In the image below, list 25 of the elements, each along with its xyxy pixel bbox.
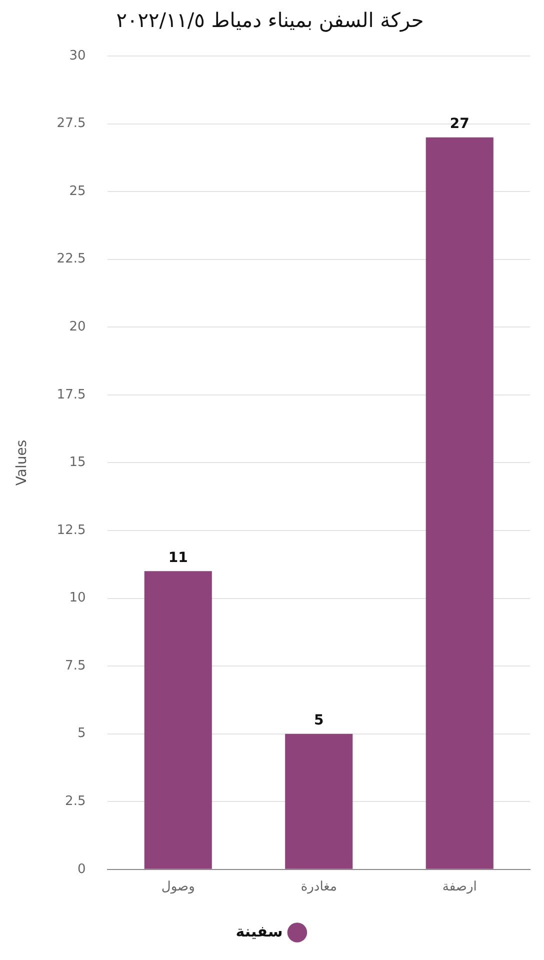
y-tick-label: 12.5 — [56, 522, 86, 538]
data-label: 5 — [314, 712, 324, 728]
legend-label: سفينة — [236, 922, 283, 940]
y-tick-label: 17.5 — [56, 387, 86, 402]
y-tick-label: 2.5 — [65, 794, 86, 809]
bar — [144, 571, 212, 869]
chart-title: حركة السفن بميناء دمياط ٢٠٢٢/١١/٥ — [116, 8, 424, 32]
y-tick-label: 15 — [69, 455, 86, 470]
x-tick-label: ارصفة — [442, 880, 477, 895]
y-tick-label: 20 — [69, 320, 86, 335]
y-tick-label: 27.5 — [56, 116, 86, 132]
y-tick-label: 10 — [69, 590, 86, 606]
y-tick-label: 25 — [69, 184, 86, 199]
y-axis-title: Values — [14, 440, 30, 486]
data-label: 27 — [450, 116, 470, 132]
data-label: 11 — [168, 550, 188, 566]
bar — [285, 734, 353, 869]
bar — [426, 137, 494, 869]
x-tick-label: مغادرة — [300, 880, 337, 895]
y-tick-label: 22.5 — [56, 252, 86, 267]
y-tick-label: 5 — [77, 726, 86, 742]
x-tick-label: وصول — [161, 880, 195, 895]
y-tick-label: 0 — [77, 862, 86, 877]
y-tick-label: 7.5 — [65, 658, 86, 674]
y-tick-label: 30 — [69, 48, 86, 64]
